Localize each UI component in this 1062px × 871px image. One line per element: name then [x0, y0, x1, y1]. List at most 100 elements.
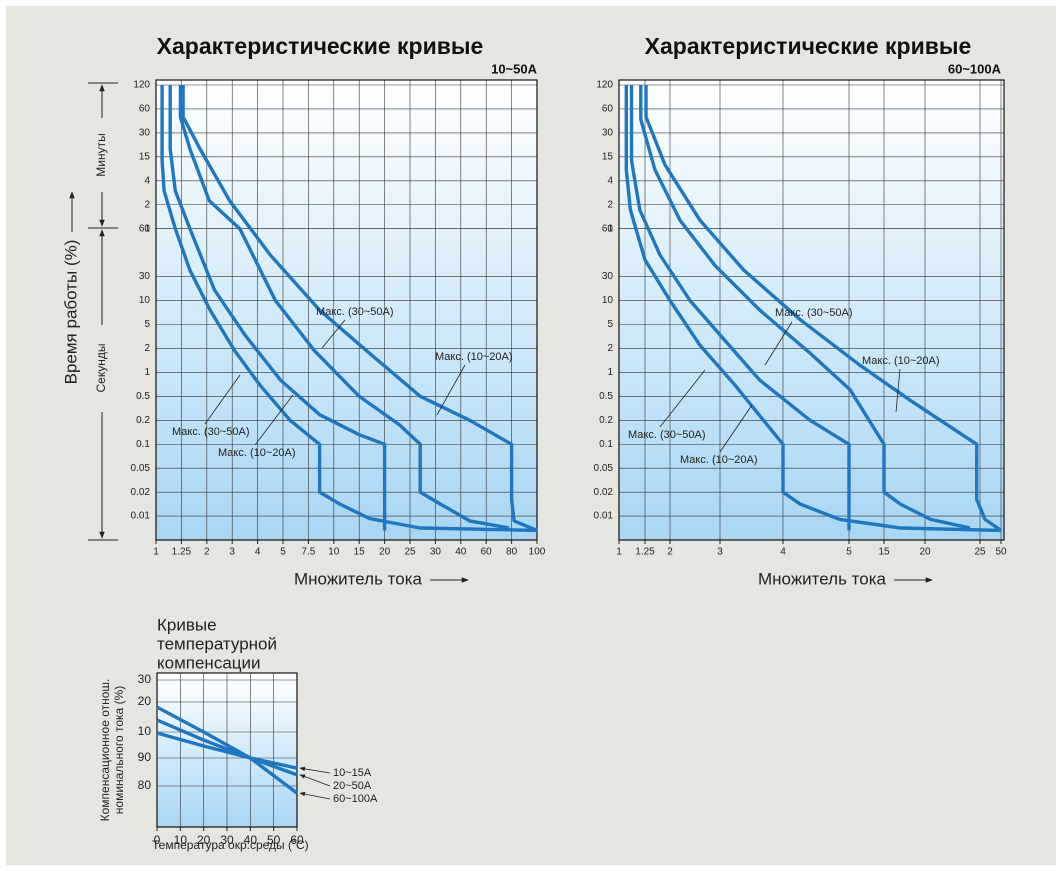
x-axis-label: Множитель тока	[758, 569, 887, 588]
leader-line	[204, 374, 241, 425]
x-tick-label: 3	[229, 547, 235, 558]
y-tick-label: 2	[144, 199, 150, 210]
leader-line	[254, 394, 294, 446]
y-tick-label: 10	[138, 724, 152, 738]
legend-arrow	[299, 766, 331, 774]
y-tick-label: 5	[607, 319, 613, 330]
curve	[644, 85, 1002, 532]
x-tick-label: 15	[878, 547, 890, 558]
legend-label: 60~100A	[333, 793, 378, 805]
chart-title: Кривые	[157, 615, 217, 634]
y-tick-label: 60	[602, 104, 614, 115]
y-tick-label: 0.2	[136, 415, 150, 426]
curve	[181, 85, 538, 532]
y-tick-label: 0.02	[594, 487, 614, 498]
chart-title: температурной	[157, 634, 277, 653]
y-tick-label: 30	[139, 128, 151, 139]
y-axis-label: номинального тока (%)	[112, 686, 126, 814]
x-tick-label: 20	[919, 547, 931, 558]
leader-line	[895, 368, 901, 413]
y-tick-label: 80	[138, 778, 152, 792]
x-tick-label: 4	[255, 547, 261, 558]
y-tick-label: 10	[139, 295, 151, 306]
y-tick-label: 30	[602, 271, 614, 282]
annotation: Макс. (10~20A)	[680, 454, 758, 466]
y-tick-label: 1	[607, 367, 613, 378]
annotation: Макс. (30~50A)	[775, 307, 853, 319]
x-tick-label: 1	[153, 547, 159, 558]
leader-line	[659, 369, 706, 428]
y-axis-label: Время работы (%)	[61, 240, 80, 385]
leader-line	[436, 364, 466, 416]
y-tick-label: 2	[607, 199, 613, 210]
x-tick-label: 50	[267, 833, 281, 847]
chart-title: Характеристические кривые	[645, 33, 972, 59]
y-tick-label: 2	[144, 343, 150, 354]
y-tick-label: 60	[139, 104, 151, 115]
x-tick-label: 40	[244, 833, 258, 847]
x-tick-label: 60	[290, 833, 304, 847]
annotation: Макс. (30~50A)	[172, 426, 250, 438]
x-tick-label: 25	[404, 547, 416, 558]
x-axis-label: Множитель тока	[294, 569, 423, 588]
y-tick-label: 20	[138, 694, 152, 708]
y-tick-label: 1	[607, 223, 613, 234]
y-tick-label: 4	[607, 175, 613, 186]
x-tick-label: 15	[354, 547, 366, 558]
legend-arrow	[299, 791, 331, 800]
y-tick-label: 30	[138, 672, 152, 686]
y-tick-label: 60	[139, 223, 151, 234]
y-tick-label: 15	[139, 151, 151, 162]
x-tick-label: 1.25	[635, 547, 655, 558]
annotation: Макс. (30~50A)	[316, 306, 394, 318]
y-tick-label: 4	[144, 175, 150, 186]
x-tick-label: 25	[974, 547, 986, 558]
y-tick-label: 0.2	[599, 415, 613, 426]
y-tick-label: 2	[607, 343, 613, 354]
y-tick-label: 90	[138, 750, 152, 764]
y-axis-label: Компенсационное отнош.	[98, 679, 112, 822]
y-tick-label: 0.01	[594, 511, 614, 522]
y-group-label: Минуты	[94, 133, 108, 176]
y-tick-label: 5	[144, 319, 150, 330]
annotation: Макс. (30~50A)	[628, 429, 706, 441]
y-tick-label: 1	[144, 367, 150, 378]
curve	[639, 85, 971, 530]
x-tick-label: 2	[667, 547, 673, 558]
y-tick-label: 1	[144, 223, 150, 234]
y-tick-label: 0.05	[131, 463, 151, 474]
x-tick-label: 20	[197, 833, 211, 847]
y-tick-label: 15	[602, 151, 614, 162]
curve	[156, 731, 298, 770]
annotation: Макс. (10~20A)	[862, 355, 940, 367]
x-tick-label: 2	[204, 547, 210, 558]
y-tick-label: 30	[139, 271, 151, 282]
y-tick-label: 0.01	[131, 511, 151, 522]
x-tick-label: 20	[379, 547, 391, 558]
y-tick-label: 120	[133, 80, 150, 91]
curve	[178, 85, 510, 530]
y-tick-label: 0.5	[599, 391, 613, 402]
y-tick-label: 0.5	[136, 391, 150, 402]
chart-title: Характеристические кривые	[157, 33, 484, 59]
curve	[624, 85, 1002, 533]
y-tick-label: 0.1	[136, 439, 150, 450]
chart-subtitle: 10~50A	[491, 61, 538, 76]
x-tick-label: 80	[506, 547, 518, 558]
chart-subtitle: 60~100A	[948, 61, 1002, 76]
curve	[156, 718, 298, 777]
x-tick-label: 0	[154, 833, 161, 847]
leader-line	[719, 404, 753, 453]
y-tick-label: 0.1	[599, 439, 613, 450]
y-tick-label: 60	[602, 223, 614, 234]
curve	[156, 705, 299, 795]
curve	[629, 85, 851, 531]
y-tick-label: 0.05	[594, 463, 614, 474]
y-tick-label: 30	[602, 128, 614, 139]
y-tick-label: 10	[602, 295, 614, 306]
x-tick-label: 10	[174, 833, 188, 847]
plot-border	[618, 79, 1005, 541]
annotation: Макс. (10~20A)	[218, 447, 296, 459]
x-tick-label: 30	[430, 547, 442, 558]
